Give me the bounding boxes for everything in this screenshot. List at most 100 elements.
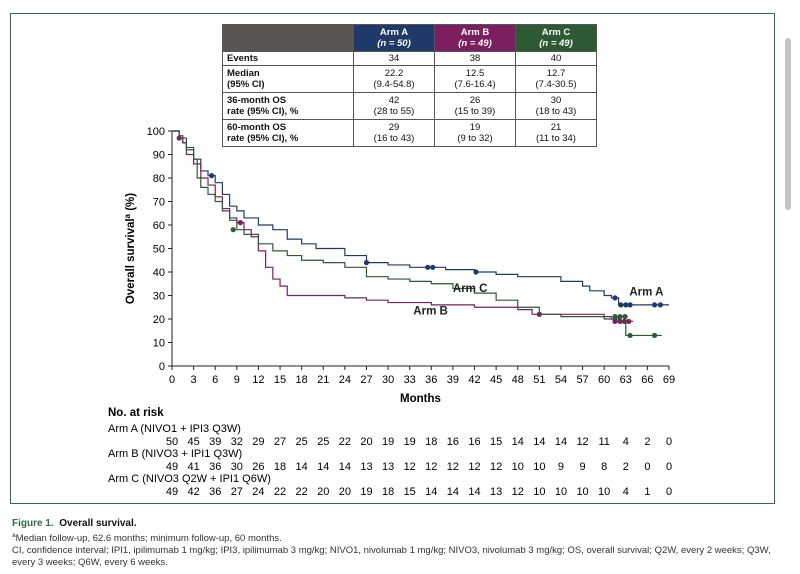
y-tick-label: 60 xyxy=(153,220,165,232)
table-row: 36-month OS rate (95% CI), % 42 (28 to 55)… xyxy=(222,92,597,120)
censor-mark-arm-b xyxy=(237,220,244,226)
at-risk-count: 9 xyxy=(580,461,586,473)
y-tick-label: 10 xyxy=(153,338,165,350)
at-risk-count: 16 xyxy=(447,436,459,448)
at-risk-count: 32 xyxy=(231,436,243,448)
cell: 22.2 (9.4-54.8) xyxy=(353,65,435,93)
figure-title: Figure 1. Overall survival. xyxy=(12,518,137,529)
at-risk-count: 10 xyxy=(598,486,610,498)
scrollbar-thumb[interactable] xyxy=(785,38,791,210)
x-tick-label: 69 xyxy=(663,374,675,386)
censor-mark-arm-a xyxy=(657,302,663,308)
series-line-arm-b xyxy=(172,130,633,322)
at-risk-table: No. at risk Arm A (NIVO1 + IPI3 Q3W)50 45 3… xyxy=(108,407,672,498)
x-tick-label: 24 xyxy=(339,374,351,386)
at-risk-count: 12 xyxy=(490,461,502,473)
x-tick-label: 18 xyxy=(296,374,308,386)
figure-caption: Figure 1. Overall survival. aMedian foll… xyxy=(12,518,792,569)
survival-curves xyxy=(172,130,669,339)
at-risk-count: 19 xyxy=(360,486,372,498)
x-tick-label: 54 xyxy=(555,374,567,386)
at-risk-count: 18 xyxy=(274,461,286,473)
x-tick-label: 9 xyxy=(234,374,240,386)
at-risk-count: 10 xyxy=(533,461,545,473)
censor-mark-arm-b xyxy=(626,318,632,324)
censor-mark-arm-b xyxy=(612,318,618,324)
at-risk-count: 9 xyxy=(558,461,564,473)
at-risk-count: 2 xyxy=(623,461,629,473)
censor-mark-arm-c xyxy=(627,332,633,339)
stats-table: Arm A (n = 50) Arm B (n = 49) Arm C (n = 49… xyxy=(222,24,597,147)
at-risk-count: 42 xyxy=(187,486,199,498)
row-label: Median (95% CI) xyxy=(222,65,354,93)
at-risk-count: 2 xyxy=(644,436,650,448)
x-tick-label: 3 xyxy=(191,374,197,386)
table-row: Median (95% CI) 22.2 (9.4-54.8) 12.5 (7.6-1… xyxy=(222,65,597,93)
at-risk-count: 13 xyxy=(360,461,372,473)
y-axis-label: Overall survivala (%) xyxy=(123,193,137,304)
at-risk-count: 0 xyxy=(644,461,650,473)
censor-mark-arm-c xyxy=(230,227,236,233)
y-tick-label: 80 xyxy=(153,173,165,185)
censor-mark-arm-c xyxy=(651,332,658,339)
censor-mark-arm-a xyxy=(209,173,215,179)
table-header-row: Arm A (n = 50) Arm B (n = 49) Arm C (n = 49… xyxy=(222,24,597,52)
axes: 0 3 6 9 12 15 18 21 24 27 30 33 36 39 42 45 48 51 54 57 60 63… xyxy=(123,126,675,405)
x-tick-label: 33 xyxy=(404,374,416,386)
series-line-arm-c xyxy=(172,130,662,337)
at-risk-count: 4 xyxy=(623,436,629,448)
x-tick-label: 48 xyxy=(512,374,524,386)
series-label: Arm C xyxy=(453,283,488,295)
table-corner xyxy=(222,24,354,52)
x-axis-label: Months xyxy=(400,393,441,405)
cell: 34 xyxy=(353,51,435,66)
x-tick-label: 45 xyxy=(490,374,502,386)
at-risk-count: 19 xyxy=(404,436,416,448)
at-risk-count: 49 xyxy=(166,486,178,498)
at-risk-count: 27 xyxy=(231,486,243,498)
y-tick-label: 70 xyxy=(153,197,165,209)
at-risk-count: 10 xyxy=(555,486,567,498)
censor-mark-arm-c xyxy=(622,314,628,320)
at-risk-count: 14 xyxy=(296,461,308,473)
x-tick-label: 30 xyxy=(382,374,394,386)
x-tick-label: 51 xyxy=(533,374,545,386)
x-tick-label: 36 xyxy=(425,374,437,386)
arm-a-header: Arm A (n = 50) xyxy=(353,24,435,52)
at-risk-title: No. at risk xyxy=(108,407,164,419)
censor-mark-arm-a xyxy=(627,302,633,308)
at-risk-count: 30 xyxy=(231,461,243,473)
arm-c-header: Arm C (n = 49) xyxy=(515,24,597,52)
at-risk-count: 4 xyxy=(623,486,629,498)
at-risk-count: 49 xyxy=(166,461,178,473)
at-risk-count: 20 xyxy=(339,486,351,498)
at-risk-count: 45 xyxy=(187,436,199,448)
cell: 38 xyxy=(434,51,516,66)
at-risk-count: 26 xyxy=(252,461,264,473)
at-risk-count: 14 xyxy=(425,486,437,498)
x-tick-label: 39 xyxy=(447,374,459,386)
x-tick-label: 27 xyxy=(360,374,372,386)
row-label: Events xyxy=(222,51,354,66)
at-risk-count: 22 xyxy=(274,486,286,498)
at-risk-count: 14 xyxy=(447,486,459,498)
figure-frame xyxy=(10,13,775,504)
at-risk-count: 12 xyxy=(404,461,416,473)
at-risk-count: 14 xyxy=(317,461,329,473)
x-tick-label: 21 xyxy=(317,374,329,386)
y-tick-label: 0 xyxy=(159,361,165,373)
cell: 12.5 (7.6-16.4) xyxy=(434,65,516,93)
at-risk-count: 27 xyxy=(274,436,286,448)
x-tick-label: 60 xyxy=(598,374,610,386)
y-tick-label: 20 xyxy=(153,314,165,326)
at-risk-count: 10 xyxy=(512,461,524,473)
at-risk-count: 12 xyxy=(447,461,459,473)
censor-mark-arm-a xyxy=(618,302,624,308)
at-risk-count: 41 xyxy=(187,461,199,473)
y-tick-label: 50 xyxy=(153,244,165,256)
at-risk-count: 0 xyxy=(666,436,672,448)
at-risk-count: 20 xyxy=(360,436,372,448)
censor-mark-arm-c xyxy=(617,314,623,320)
at-risk-count: 14 xyxy=(533,436,545,448)
